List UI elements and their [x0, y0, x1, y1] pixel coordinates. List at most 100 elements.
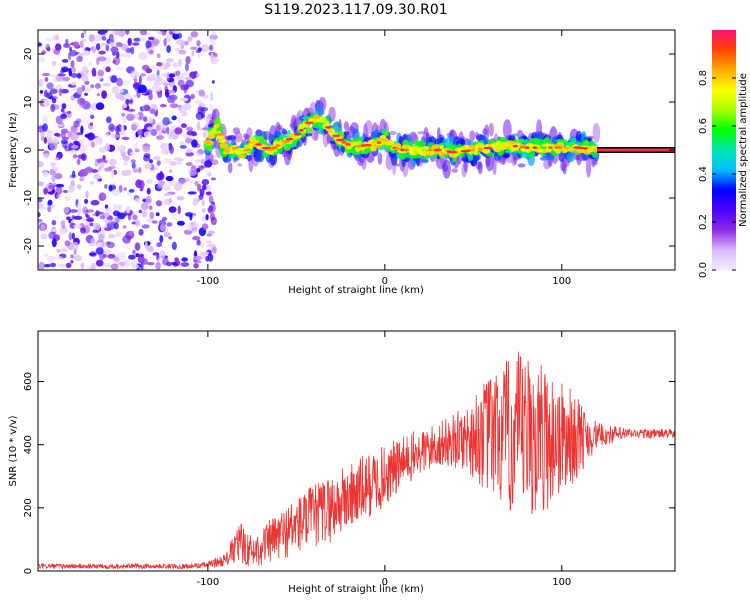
- noise-speckle: [145, 40, 152, 49]
- snr-ticks: -100 0 100 0 200 400 600: [23, 331, 675, 588]
- noise-speckle: [96, 242, 102, 248]
- noise-speckle: [112, 60, 116, 64]
- noise-speckle: [49, 142, 58, 151]
- noise-speckle: [203, 94, 209, 100]
- noise-speckle: [132, 42, 140, 46]
- noise-speckle: [101, 36, 107, 41]
- noise-speckle-layer: [38, 30, 219, 270]
- ridge-blob: [591, 152, 598, 158]
- ridge-core: [524, 146, 530, 149]
- noise-speckle: [197, 183, 202, 190]
- noise-speckle: [183, 40, 189, 46]
- ridge-core: [532, 146, 538, 149]
- noise-speckle: [51, 219, 57, 226]
- noise-speckle: [173, 182, 183, 191]
- noise-speckle: [160, 80, 167, 85]
- noise-speckle: [43, 264, 51, 268]
- noise-speckle: [168, 89, 176, 94]
- noise-speckle: [81, 39, 87, 43]
- noise-speckle: [95, 34, 102, 42]
- spectrogram-x-axis-label: Height of straight line (km): [288, 285, 424, 296]
- noise-speckle: [38, 212, 41, 218]
- noise-speckle: [70, 66, 77, 73]
- noise-speckle: [149, 159, 153, 164]
- noise-speckle: [80, 227, 86, 234]
- noise-speckle: [175, 70, 181, 77]
- ridge-blob: [482, 148, 491, 154]
- noise-speckle: [195, 159, 202, 163]
- noise-speckle: [122, 145, 126, 149]
- noise-speckle: [38, 78, 44, 88]
- ridge-core: [470, 148, 475, 152]
- ridge-blob: [442, 159, 452, 179]
- noise-speckle: [185, 162, 193, 167]
- ridge-blob: [460, 138, 466, 146]
- noise-speckle: [132, 214, 138, 221]
- ridge-core: [299, 128, 304, 132]
- noise-speckle: [156, 242, 163, 248]
- noise-speckle: [46, 82, 54, 90]
- noise-speckle: [184, 137, 193, 144]
- noise-speckle: [91, 141, 95, 148]
- noise-speckle: [70, 254, 74, 259]
- ridge-core: [293, 133, 301, 136]
- noise-speckle: [164, 89, 170, 98]
- ridge-blob: [512, 133, 518, 137]
- noise-speckle: [130, 70, 139, 79]
- ridge-core: [335, 138, 345, 142]
- noise-speckle: [134, 242, 141, 251]
- noise-speckle: [88, 252, 97, 256]
- snr-y-tick-label: 0: [23, 568, 34, 574]
- noise-speckle: [61, 59, 69, 63]
- ridge-core: [554, 146, 563, 149]
- noise-speckle: [150, 128, 158, 136]
- noise-speckle: [57, 263, 67, 268]
- noise-speckle: [191, 50, 195, 57]
- noise-speckle: [43, 98, 50, 107]
- noise-speckle: [105, 212, 110, 218]
- noise-speckle: [64, 196, 71, 201]
- noise-speckle: [126, 53, 131, 58]
- noise-speckle: [123, 160, 128, 167]
- noise-speckle: [162, 117, 170, 126]
- noise-speckle: [191, 131, 198, 137]
- noise-speckle: [158, 131, 163, 136]
- ridge-blob: [417, 140, 426, 149]
- ridge-core: [380, 138, 386, 141]
- ridge-blob: [313, 130, 319, 142]
- noise-speckle: [86, 266, 91, 270]
- ridge-core: [427, 148, 432, 152]
- noise-speckle: [205, 191, 212, 196]
- snr-series-line: [38, 351, 675, 571]
- noise-speckle: [114, 30, 119, 36]
- ridge-blob: [321, 117, 327, 124]
- noise-speckle: [208, 195, 214, 204]
- noise-speckle: [201, 223, 209, 230]
- noise-speckle: [153, 156, 161, 161]
- noise-speckle: [104, 184, 108, 189]
- noise-speckle: [68, 143, 74, 152]
- noise-speckle: [128, 189, 135, 193]
- noise-speckle: [166, 222, 173, 227]
- noise-speckle: [101, 211, 105, 218]
- noise-speckle: [168, 236, 173, 240]
- noise-speckle: [159, 104, 167, 108]
- noise-speckle: [43, 187, 48, 195]
- ridge-core: [483, 146, 493, 150]
- ridge-blob: [260, 138, 267, 145]
- noise-speckle: [91, 102, 98, 111]
- noise-speckle: [84, 92, 88, 96]
- ridge-core: [255, 143, 262, 146]
- ridge-blob: [370, 145, 377, 152]
- noise-speckle: [206, 243, 214, 248]
- noise-speckle: [60, 113, 68, 120]
- noise-speckle: [73, 41, 80, 48]
- noise-speckle: [121, 112, 126, 117]
- snr-y-tick-label: 400: [23, 435, 34, 454]
- noise-speckle: [166, 34, 175, 40]
- noise-speckle: [100, 42, 108, 47]
- noise-speckle: [150, 65, 155, 70]
- noise-speckle: [98, 146, 108, 153]
- noise-speckle: [201, 179, 210, 186]
- ridge-blob: [571, 137, 577, 146]
